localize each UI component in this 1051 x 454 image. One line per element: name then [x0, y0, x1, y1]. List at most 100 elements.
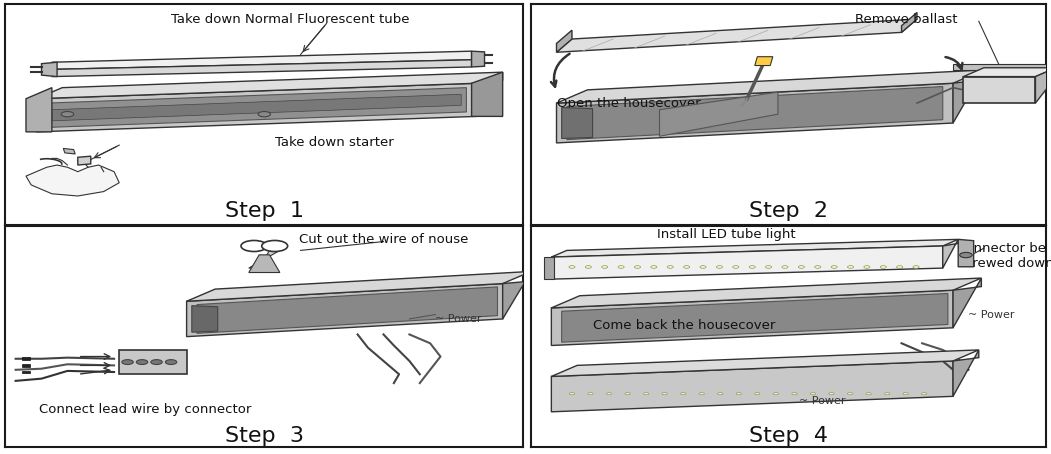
- Polygon shape: [249, 255, 280, 272]
- Circle shape: [913, 266, 920, 268]
- Circle shape: [165, 360, 177, 365]
- Polygon shape: [42, 62, 57, 77]
- Polygon shape: [249, 251, 280, 268]
- Circle shape: [700, 266, 706, 268]
- Text: Step  3: Step 3: [225, 426, 304, 446]
- Circle shape: [880, 266, 886, 268]
- Polygon shape: [22, 357, 30, 360]
- Polygon shape: [191, 306, 218, 332]
- Circle shape: [885, 393, 890, 395]
- Polygon shape: [552, 246, 943, 279]
- Polygon shape: [660, 92, 778, 136]
- Polygon shape: [197, 287, 497, 333]
- Text: Connect lead wire by connector: Connect lead wire by connector: [39, 403, 251, 416]
- Circle shape: [662, 393, 667, 395]
- Circle shape: [866, 393, 871, 395]
- Polygon shape: [46, 88, 467, 128]
- Text: ~ Power: ~ Power: [435, 314, 481, 324]
- Polygon shape: [902, 12, 916, 32]
- Text: Come back the housecover: Come back the housecover: [593, 319, 775, 332]
- Polygon shape: [557, 30, 572, 52]
- Polygon shape: [22, 370, 30, 373]
- Circle shape: [831, 266, 838, 268]
- Polygon shape: [22, 364, 30, 367]
- Circle shape: [749, 266, 756, 268]
- Circle shape: [651, 266, 657, 268]
- Circle shape: [755, 393, 760, 395]
- Polygon shape: [953, 64, 1051, 70]
- Polygon shape: [543, 257, 554, 279]
- Polygon shape: [953, 70, 984, 123]
- Circle shape: [588, 393, 593, 395]
- Polygon shape: [78, 156, 90, 165]
- Circle shape: [625, 393, 631, 395]
- Text: ~ Power: ~ Power: [799, 396, 845, 406]
- Text: Take down starter: Take down starter: [274, 136, 393, 149]
- Polygon shape: [51, 60, 472, 77]
- Circle shape: [585, 266, 592, 268]
- Circle shape: [791, 393, 797, 395]
- Circle shape: [737, 393, 741, 395]
- Circle shape: [922, 393, 927, 395]
- Circle shape: [847, 393, 852, 395]
- Text: ~ Power: ~ Power: [969, 310, 1015, 320]
- Text: Remove ballast: Remove ballast: [856, 13, 957, 25]
- Circle shape: [601, 266, 607, 268]
- Polygon shape: [552, 290, 953, 345]
- Circle shape: [618, 266, 624, 268]
- Text: Open the housecover: Open the housecover: [557, 97, 700, 109]
- Circle shape: [903, 393, 908, 395]
- Circle shape: [262, 241, 288, 252]
- Polygon shape: [63, 148, 76, 154]
- Polygon shape: [953, 350, 978, 396]
- Polygon shape: [187, 284, 502, 337]
- Polygon shape: [557, 83, 953, 143]
- Polygon shape: [566, 87, 943, 140]
- Polygon shape: [51, 51, 472, 69]
- Circle shape: [810, 393, 816, 395]
- Circle shape: [61, 112, 74, 117]
- Polygon shape: [26, 88, 51, 132]
- Text: Step  1: Step 1: [225, 202, 304, 222]
- Polygon shape: [552, 239, 959, 257]
- Polygon shape: [26, 165, 119, 196]
- Polygon shape: [557, 70, 984, 103]
- Polygon shape: [477, 72, 502, 116]
- Polygon shape: [953, 278, 982, 328]
- Polygon shape: [552, 350, 978, 376]
- Circle shape: [667, 266, 674, 268]
- Polygon shape: [502, 271, 531, 319]
- Circle shape: [122, 360, 133, 365]
- Circle shape: [717, 266, 722, 268]
- Circle shape: [847, 266, 853, 268]
- Circle shape: [733, 266, 739, 268]
- Polygon shape: [964, 77, 1035, 103]
- Polygon shape: [561, 294, 948, 342]
- Circle shape: [799, 266, 804, 268]
- Circle shape: [643, 393, 648, 395]
- Circle shape: [699, 393, 704, 395]
- Circle shape: [829, 393, 834, 395]
- Text: Install LED tube light: Install LED tube light: [657, 228, 796, 242]
- Circle shape: [137, 360, 148, 365]
- Circle shape: [815, 266, 821, 268]
- Polygon shape: [552, 361, 953, 412]
- Polygon shape: [37, 72, 502, 99]
- Polygon shape: [959, 239, 973, 267]
- Circle shape: [569, 266, 575, 268]
- Circle shape: [864, 266, 870, 268]
- Circle shape: [635, 266, 641, 268]
- Circle shape: [241, 241, 267, 252]
- Circle shape: [718, 393, 723, 395]
- Circle shape: [606, 393, 612, 395]
- Circle shape: [570, 393, 575, 395]
- Text: Take down Normal Fluorescent tube: Take down Normal Fluorescent tube: [171, 13, 410, 25]
- Polygon shape: [964, 68, 1051, 77]
- Polygon shape: [552, 278, 982, 308]
- Text: Step  2: Step 2: [748, 202, 828, 222]
- Polygon shape: [51, 94, 461, 121]
- Circle shape: [683, 266, 689, 268]
- Circle shape: [259, 112, 270, 117]
- Circle shape: [897, 266, 903, 268]
- Polygon shape: [472, 72, 502, 116]
